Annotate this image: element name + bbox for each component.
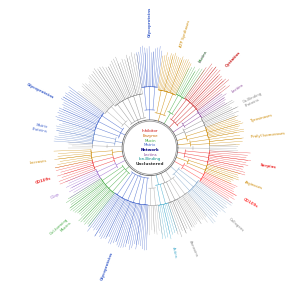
Text: Ion-Binding: Ion-Binding — [139, 158, 161, 161]
Text: Arginases: Arginases — [244, 180, 264, 191]
Text: Annexins: Annexins — [188, 240, 198, 258]
Text: Network: Network — [141, 148, 159, 152]
Text: Laccases: Laccases — [29, 158, 47, 164]
Text: Lectins: Lectins — [198, 49, 208, 63]
Text: Mucins: Mucins — [198, 49, 208, 63]
Text: Glycoproteins: Glycoproteins — [100, 252, 114, 281]
Circle shape — [124, 121, 176, 174]
Text: Serpins: Serpins — [260, 163, 277, 170]
Text: Unclustered: Unclustered — [136, 162, 164, 166]
Text: Enzyme: Enzyme — [142, 134, 158, 138]
Text: Gel-forming
Mucins: Gel-forming Mucins — [49, 217, 72, 239]
Text: Tyrosinases: Tyrosinases — [250, 113, 272, 123]
Text: CD109s: CD109s — [242, 197, 258, 209]
Text: Collagens: Collagens — [228, 217, 244, 233]
Text: Actins: Actins — [171, 246, 177, 258]
Text: Matrix
Proteins: Matrix Proteins — [32, 123, 49, 134]
Text: Inhibitor: Inhibitor — [142, 129, 158, 134]
Text: ATP Synthases: ATP Synthases — [179, 20, 191, 48]
Text: Prolyl Isomerases: Prolyl Isomerases — [250, 131, 285, 139]
Text: Matrix: Matrix — [144, 143, 156, 147]
Text: Cystatins: Cystatins — [224, 50, 241, 68]
Text: CD109s: CD109s — [34, 176, 51, 185]
Text: Glycoproteins: Glycoproteins — [25, 83, 54, 100]
Text: C1qs: C1qs — [50, 192, 61, 200]
Text: Mucin: Mucin — [144, 139, 156, 143]
Text: Lectins: Lectins — [231, 83, 244, 94]
Text: Glycoproteins: Glycoproteins — [148, 6, 152, 36]
Text: Lectins: Lectins — [143, 153, 157, 157]
Text: Ca-Binding
Proteins: Ca-Binding Proteins — [242, 91, 265, 108]
